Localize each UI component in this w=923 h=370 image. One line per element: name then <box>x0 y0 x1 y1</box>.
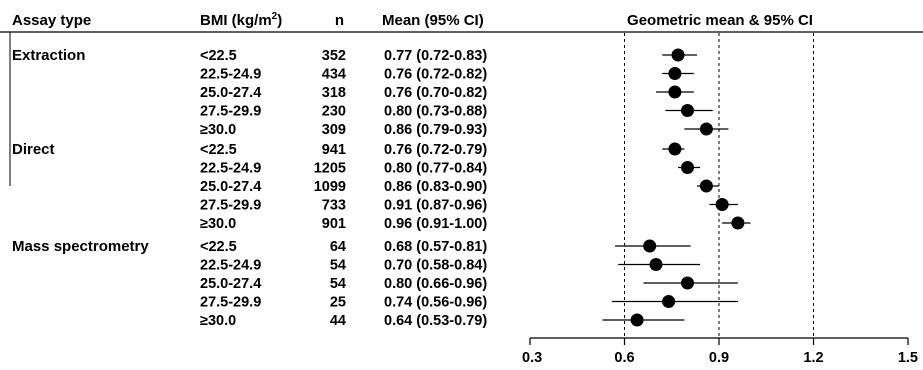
mean-ci-cell: 0.76 (0.72-0.79) <box>384 142 487 158</box>
n-cell: 1099 <box>314 179 346 195</box>
point-estimate <box>671 48 685 62</box>
point-estimate <box>731 216 745 230</box>
mean-ci-cell: 0.86 (0.79-0.93) <box>384 122 487 138</box>
x-tick-label: 0.9 <box>709 350 729 366</box>
n-cell: 230 <box>322 104 346 120</box>
bmi-category-cell: ≥30.0 <box>200 216 236 232</box>
point-estimate <box>630 313 644 327</box>
n-cell: 25 <box>330 295 346 311</box>
n-cell: 941 <box>322 142 346 158</box>
bmi-category-cell: 22.5-24.9 <box>200 67 261 83</box>
header-assay-type: Assay type <box>12 12 91 29</box>
plot-area: 0.3 0.6 0.9 1.2 1.5 <box>522 33 918 366</box>
group-label: Extraction <box>12 47 85 64</box>
header-n: n <box>335 12 344 29</box>
point-estimate <box>662 295 676 308</box>
bmi-category-cell: 22.5-24.9 <box>200 258 261 274</box>
n-cell: 64 <box>330 239 346 255</box>
header-bmi: BMI (kg/m2) <box>200 11 282 29</box>
header-bmi-superscript: 2 <box>272 11 278 22</box>
x-tick-label: 1.5 <box>898 350 918 366</box>
n-cell: 54 <box>330 276 346 292</box>
n-cell: 309 <box>322 122 346 138</box>
mean-ci-cell: 0.68 (0.57-0.81) <box>384 239 487 255</box>
bmi-category-cell: 25.0-27.4 <box>200 276 261 292</box>
x-tick-label: 0.3 <box>522 350 542 366</box>
point-estimate <box>649 258 663 271</box>
group-label: Mass spectrometry <box>12 238 149 255</box>
bmi-category-cell: 27.5-29.9 <box>200 104 261 120</box>
n-cell: 901 <box>322 216 346 232</box>
n-cell: 733 <box>322 198 346 214</box>
mean-ci-cell: 0.76 (0.70-0.82) <box>384 85 487 101</box>
bmi-category-cell: <22.5 <box>200 239 237 255</box>
header-bmi-text: BMI (kg/m <box>200 12 272 29</box>
mean-ci-cell: 0.74 (0.56-0.96) <box>384 295 487 311</box>
n-cell: 44 <box>330 313 346 329</box>
bmi-category-cell: ≥30.0 <box>200 122 236 138</box>
header-mean-ci: Mean (95% CI) <box>382 12 484 29</box>
mean-ci-cell: 0.77 (0.72-0.83) <box>384 48 487 64</box>
bmi-category-cell: <22.5 <box>200 48 237 64</box>
n-cell: 434 <box>322 67 346 83</box>
point-estimate <box>681 104 694 117</box>
bmi-category-cell: 27.5-29.9 <box>200 198 261 214</box>
point-estimate <box>643 239 657 253</box>
n-cell: 1205 <box>314 161 346 177</box>
bmi-category-cell: ≥30.0 <box>200 313 236 329</box>
mean-ci-cell: 0.80 (0.77-0.84) <box>384 161 487 177</box>
mean-ci-cell: 0.80 (0.66-0.96) <box>384 276 487 292</box>
n-cell: 318 <box>322 85 346 101</box>
bmi-category-cell: 25.0-27.4 <box>200 85 261 101</box>
bmi-category-cell: 27.5-29.9 <box>200 295 261 311</box>
header-bmi-close: ) <box>277 12 282 29</box>
point-estimate <box>699 122 713 136</box>
table-rows: Extraction <22.5 352 0.77 (0.72-0.83) 22.5-2… <box>12 47 487 329</box>
point-estimate <box>715 198 729 211</box>
point-estimate <box>681 276 694 290</box>
mean-ci-cell: 0.76 (0.72-0.82) <box>384 67 487 83</box>
mean-ci-cell: 0.86 (0.83-0.90) <box>384 179 487 195</box>
bmi-category-cell: <22.5 <box>200 142 237 158</box>
bmi-category-cell: 25.0-27.4 <box>200 179 261 195</box>
n-cell: 54 <box>330 258 346 274</box>
point-estimate <box>699 179 713 193</box>
mean-ci-cell: 0.96 (0.91-1.00) <box>384 216 487 232</box>
x-tick-label: 1.2 <box>803 350 823 366</box>
n-cell: 352 <box>322 48 346 64</box>
bmi-category-cell: 22.5-24.9 <box>200 161 261 177</box>
mean-ci-cell: 0.70 (0.58-0.84) <box>384 258 487 274</box>
group-label: Direct <box>12 141 55 158</box>
mean-ci-cell: 0.64 (0.53-0.79) <box>384 313 487 329</box>
point-estimate <box>668 67 682 80</box>
mean-ci-cell: 0.80 (0.73-0.88) <box>384 104 487 120</box>
x-tick-label: 0.6 <box>614 350 634 366</box>
point-estimate <box>681 161 694 174</box>
chart-title: Geometric mean & 95% CI <box>627 12 813 29</box>
point-estimate <box>668 142 682 156</box>
mean-ci-cell: 0.91 (0.87-0.96) <box>384 198 487 214</box>
point-estimate <box>668 85 682 99</box>
